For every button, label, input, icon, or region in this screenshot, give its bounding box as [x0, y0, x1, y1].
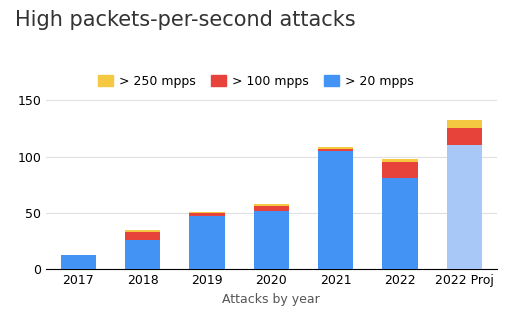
Bar — [125, 240, 160, 269]
Bar — [447, 120, 482, 128]
Bar — [125, 232, 160, 240]
Bar — [447, 128, 482, 145]
Bar — [253, 211, 289, 269]
Bar — [318, 151, 353, 269]
Bar — [318, 149, 353, 151]
Bar — [189, 217, 225, 269]
Bar — [382, 178, 418, 269]
Bar — [253, 204, 289, 206]
X-axis label: Attacks by year: Attacks by year — [223, 293, 320, 306]
Bar — [318, 147, 353, 149]
Bar — [189, 213, 225, 217]
Bar — [253, 206, 289, 211]
Bar — [447, 145, 482, 269]
Bar — [125, 230, 160, 232]
Bar — [60, 255, 96, 269]
Legend: > 250 mpps, > 100 mpps, > 20 mpps: > 250 mpps, > 100 mpps, > 20 mpps — [93, 70, 419, 93]
Text: High packets-per-second attacks: High packets-per-second attacks — [15, 10, 356, 29]
Bar — [382, 159, 418, 162]
Bar — [189, 212, 225, 213]
Bar — [382, 162, 418, 178]
